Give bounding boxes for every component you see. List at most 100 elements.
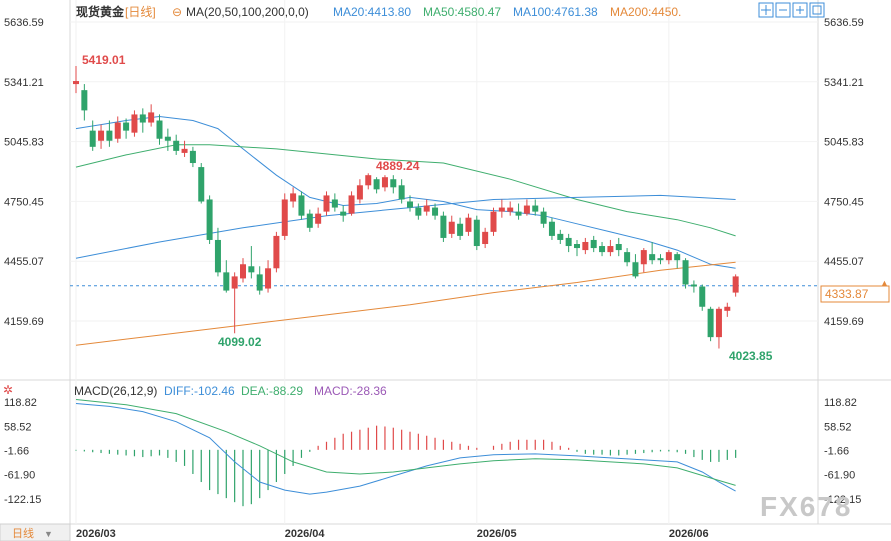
candle-body — [181, 148, 188, 153]
candle-body — [457, 223, 464, 236]
zoom-in-icon[interactable] — [792, 2, 808, 18]
candle-body — [657, 258, 664, 261]
ma50-label: MA50:4580.47 — [423, 5, 501, 19]
y-tick-right: 5341.21 — [824, 77, 864, 89]
candle-body — [189, 150, 196, 164]
candle-body — [715, 308, 722, 338]
y-tick-left: 4159.69 — [4, 316, 44, 328]
eye-icon[interactable]: ⊖ — [172, 5, 182, 19]
candle-body — [682, 260, 689, 285]
macd-value-label: MACD:-28.36 — [314, 384, 387, 398]
candle-body — [273, 235, 280, 269]
candle-body — [690, 284, 697, 287]
candle-body — [565, 237, 572, 247]
x-tick-label: 2026/06 — [669, 528, 709, 540]
ma20-label: MA20:4413.80 — [333, 5, 411, 19]
x-tick-label: 2026/03 — [76, 528, 116, 540]
macd-y-tick-right: -1.66 — [824, 445, 849, 457]
candle-body — [223, 272, 230, 291]
candle-body — [498, 207, 505, 212]
candle-body — [98, 130, 105, 141]
candle-body — [473, 219, 480, 247]
y-tick-right: 4750.45 — [824, 196, 864, 208]
chevron-down-icon[interactable]: ▼ — [44, 529, 53, 539]
ma-line-ma100 — [75, 194, 736, 259]
candle-body — [331, 199, 338, 208]
y-tick-left: 5045.83 — [4, 137, 44, 149]
candle-body — [106, 130, 113, 141]
candle-body — [81, 90, 88, 111]
candle-body — [665, 252, 672, 261]
ma-line-ma20 — [75, 115, 736, 269]
candle-body — [398, 185, 405, 200]
y-tick-left: 4455.07 — [4, 256, 44, 268]
ma200-label: MA200:4450. — [610, 5, 681, 19]
low1-annotation: 4099.02 — [218, 335, 262, 349]
candle-body — [448, 221, 455, 234]
candle-body — [540, 211, 547, 224]
macd-y-tick-left: -122.15 — [4, 494, 41, 506]
candle-body — [724, 306, 731, 311]
candle-body — [323, 195, 330, 212]
candle-body — [139, 114, 146, 123]
low2-annotation: 4023.85 — [729, 349, 773, 363]
y-tick-right: 4455.07 — [824, 256, 864, 268]
ma100-label: MA100:4761.38 — [513, 5, 598, 19]
fullscreen-icon[interactable] — [809, 2, 825, 18]
candle-body — [699, 286, 706, 307]
period-tag: [日线] — [125, 5, 156, 19]
period-button-label: 日线 — [12, 526, 34, 540]
candlestick-series — [73, 66, 739, 349]
candle-body — [265, 268, 272, 289]
current-price-box — [820, 285, 890, 303]
macd-y-tick-right: -122.15 — [824, 494, 861, 506]
current-price-label: 4333.87 — [825, 287, 869, 301]
candle-body — [515, 211, 522, 216]
candle-body — [423, 205, 430, 212]
candle-body — [415, 207, 422, 216]
candle-body — [615, 244, 622, 251]
zoom-out-icon[interactable] — [775, 2, 791, 18]
macd-label: MACD(26,12,9) — [74, 384, 157, 398]
candle-body — [148, 112, 155, 123]
period-button[interactable] — [0, 523, 71, 541]
y-tick-right: 4159.69 — [824, 316, 864, 328]
candle-body — [298, 195, 305, 216]
candle-body — [390, 179, 397, 188]
candle-body — [381, 177, 388, 188]
macd-y-tick-left: -61.90 — [4, 470, 35, 482]
candle-body — [123, 122, 130, 131]
candle-body — [465, 217, 472, 232]
y-tick-left: 5341.21 — [4, 77, 44, 89]
candle-body — [89, 130, 96, 147]
ma-label: MA(20,50,100,200,0,0) — [186, 5, 309, 19]
candle-body — [432, 207, 439, 216]
candle-body — [240, 264, 246, 279]
candle-body — [523, 205, 530, 214]
macd-y-tick-left: 118.82 — [4, 397, 37, 409]
macd-diff-line — [75, 403, 736, 495]
candle-body — [507, 207, 514, 212]
candle-body — [732, 276, 739, 293]
candle-body — [607, 246, 614, 253]
crosshair-icon[interactable] — [758, 2, 774, 18]
macd-diff-label: DIFF:-102.46 — [164, 384, 235, 398]
settings-icon[interactable]: ✲ — [3, 383, 13, 397]
candle-body — [640, 250, 647, 265]
candle-body — [440, 215, 447, 238]
candle-body — [214, 239, 221, 273]
y-tick-right: 5636.59 — [824, 17, 864, 29]
candle-body — [156, 120, 163, 139]
candle-body — [248, 266, 255, 273]
candle-body — [206, 199, 213, 240]
macd-y-tick-right: 118.82 — [824, 397, 857, 409]
candle-body — [599, 246, 606, 253]
candle-body — [131, 114, 138, 133]
candle-body — [281, 199, 288, 236]
candle-body — [624, 252, 631, 263]
candle-body — [315, 213, 322, 224]
candle-body — [590, 239, 597, 249]
candle-body — [306, 213, 313, 228]
x-tick-label: 2026/05 — [477, 528, 517, 540]
